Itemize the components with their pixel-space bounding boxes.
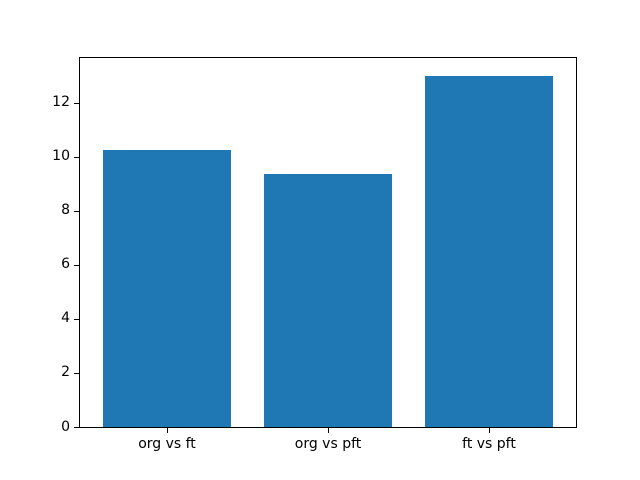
x-tick-label: ft vs pft — [462, 436, 516, 452]
y-tick-label: 2 — [61, 364, 70, 380]
y-tick-label: 12 — [52, 94, 70, 110]
y-tick-label: 10 — [52, 148, 70, 164]
y-tick-mark — [74, 211, 79, 212]
y-tick-label: 4 — [61, 310, 70, 326]
x-tick-mark — [489, 428, 490, 433]
y-tick-label: 0 — [61, 419, 70, 435]
x-tick-mark — [328, 428, 329, 433]
x-tick-label: org vs ft — [138, 436, 196, 452]
bar-ft-vs-pft — [424, 75, 554, 427]
y-tick-mark — [74, 103, 79, 104]
bar-org-vs-ft — [102, 149, 232, 427]
y-tick-label: 6 — [61, 256, 70, 272]
x-tick-mark — [167, 428, 168, 433]
plot-area — [79, 57, 577, 428]
y-tick-mark — [74, 157, 79, 158]
y-tick-mark — [74, 427, 79, 428]
x-tick-label: org vs pft — [294, 436, 362, 452]
bar-org-vs-pft — [263, 174, 393, 427]
y-tick-mark — [74, 319, 79, 320]
y-tick-label: 8 — [61, 202, 70, 218]
y-tick-mark — [74, 265, 79, 266]
y-tick-mark — [74, 373, 79, 374]
